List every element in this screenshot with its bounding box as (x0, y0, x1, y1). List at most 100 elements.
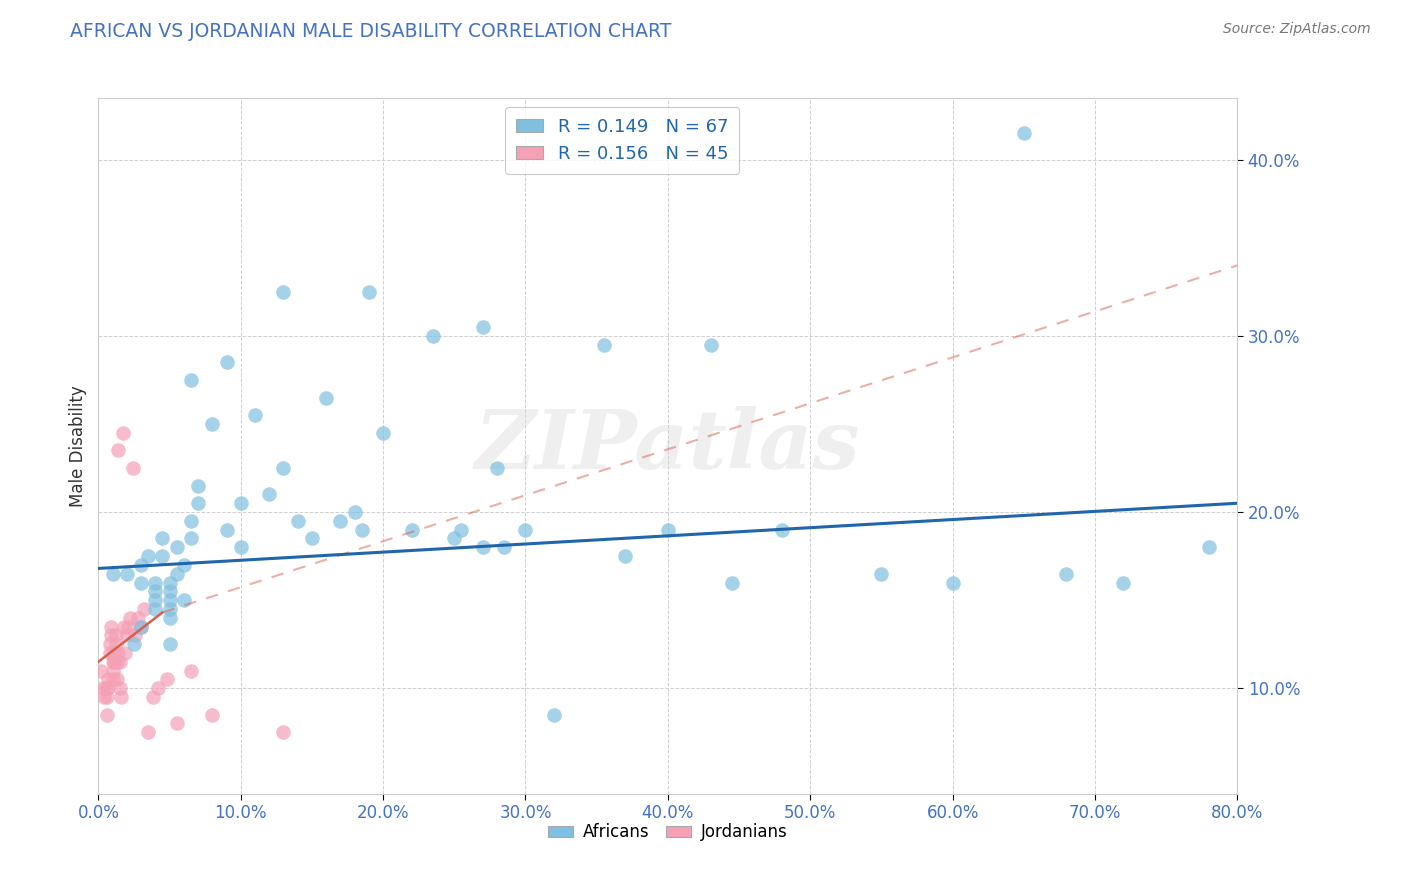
Point (91, 681, 114, 696)
Point (515, 523, 537, 537)
Point (657, 523, 679, 537)
Point (104, 628, 127, 642)
Point (105, 655, 128, 669)
Point (148, 681, 170, 696)
Point (1112, 575, 1135, 590)
Point (118, 611, 141, 625)
Point (152, 549, 174, 563)
Point (187, 478, 209, 492)
Point (101, 673, 124, 687)
Point (201, 417, 224, 431)
Point (115, 628, 138, 642)
Point (259, 487, 281, 501)
Point (721, 575, 744, 590)
Point (770, 523, 793, 537)
Point (136, 725, 159, 739)
Point (98, 637, 121, 651)
Point (104, 637, 127, 651)
Point (129, 558, 152, 572)
Point (543, 707, 565, 722)
Point (180, 514, 202, 528)
Point (152, 532, 174, 546)
Point (215, 523, 238, 537)
Point (180, 532, 202, 546)
Point (315, 391, 337, 405)
Point (422, 329, 444, 343)
Point (173, 558, 195, 572)
Legend: Africans, Jordanians: Africans, Jordanians (541, 817, 794, 848)
Point (357, 285, 380, 299)
Point (110, 690, 132, 704)
Point (97, 681, 120, 696)
Point (101, 655, 124, 669)
Point (103, 655, 125, 669)
Point (273, 725, 295, 739)
Point (471, 320, 494, 334)
Point (129, 575, 152, 590)
Point (90, 664, 112, 678)
Point (145, 602, 167, 616)
Point (159, 575, 181, 590)
Point (942, 575, 965, 590)
Point (145, 593, 167, 607)
Point (159, 611, 181, 625)
Point (1198, 541, 1220, 555)
Point (159, 637, 181, 651)
Point (373, 425, 395, 440)
Point (159, 584, 181, 599)
Point (114, 646, 136, 660)
Point (96, 690, 118, 704)
Point (97, 673, 120, 687)
Point (159, 593, 181, 607)
Point (243, 408, 266, 422)
Point (592, 337, 614, 351)
Point (93, 690, 115, 704)
Point (101, 664, 124, 678)
Point (129, 619, 152, 633)
Point (111, 425, 134, 440)
Point (136, 549, 159, 563)
Point (166, 566, 188, 581)
Point (94, 681, 117, 696)
Point (450, 523, 472, 537)
Point (180, 664, 202, 678)
Point (105, 673, 128, 687)
Point (301, 532, 323, 546)
Point (145, 575, 167, 590)
Point (350, 523, 373, 537)
Point (173, 593, 195, 607)
Point (215, 355, 238, 369)
Y-axis label: Male Disability: Male Disability (69, 385, 87, 507)
Point (699, 337, 721, 351)
Point (486, 461, 509, 475)
Point (108, 655, 131, 669)
Point (343, 505, 366, 519)
Point (201, 707, 224, 722)
Point (124, 628, 146, 642)
Point (107, 646, 129, 660)
Text: Source: ZipAtlas.com: Source: ZipAtlas.com (1223, 22, 1371, 37)
Point (166, 541, 188, 555)
Point (129, 619, 152, 633)
Point (273, 285, 295, 299)
Point (127, 611, 149, 625)
Point (132, 602, 155, 616)
Point (108, 681, 131, 696)
Point (103, 646, 125, 660)
Point (494, 541, 516, 555)
Point (96, 707, 118, 722)
Point (166, 716, 188, 731)
Point (229, 496, 252, 510)
Point (273, 461, 295, 475)
Point (98, 646, 121, 660)
Point (115, 566, 138, 581)
Point (100, 619, 122, 633)
Point (1012, 126, 1035, 140)
Point (870, 566, 893, 581)
Point (100, 628, 122, 642)
Point (329, 514, 352, 528)
Point (1056, 566, 1078, 581)
Point (287, 514, 309, 528)
Point (112, 619, 135, 633)
Point (107, 443, 129, 458)
